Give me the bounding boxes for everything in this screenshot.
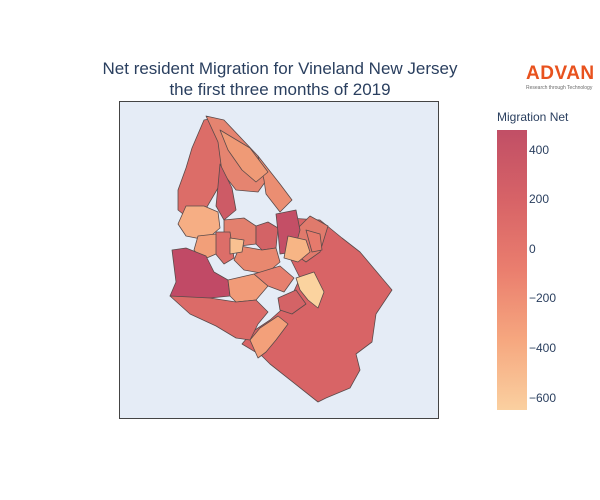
choropleth-map[interactable] (119, 101, 439, 419)
colorbar-tick-label: −400 (529, 341, 557, 356)
region-south-red[interactable] (277, 289, 307, 315)
region-southwest-large[interactable] (169, 295, 269, 341)
title-line-2: the first three months of 2019 (169, 80, 391, 99)
region-south-light[interactable] (295, 271, 325, 309)
region-south-center-2[interactable] (253, 265, 295, 293)
logo-word: ADVAN (526, 63, 595, 84)
logo-tagline: Research through Technology (526, 85, 593, 91)
colorbar-title: Migration Net (497, 110, 569, 124)
colorbar-tick-label: 200 (529, 192, 550, 207)
region-southwest-dark[interactable] (169, 247, 231, 301)
map-svg (169, 115, 393, 403)
colorbar-tick-label: 0 (529, 241, 536, 256)
colorbar-tick-label: −600 (529, 390, 557, 405)
advan-logo: ADVAN Research through Technology (526, 63, 595, 92)
region-center-light[interactable] (283, 235, 311, 263)
colorbar-tick-label: 400 (529, 142, 550, 157)
region-east-small[interactable] (305, 229, 323, 253)
map-title: Net resident Migration for Vineland New … (40, 58, 520, 100)
region-center-2[interactable] (255, 221, 279, 251)
colorbar-gradient (497, 130, 527, 410)
title-line-1: Net resident Migration for Vineland New … (102, 59, 458, 78)
region-south-bottom[interactable] (249, 315, 289, 359)
colorbar-tick-label: −200 (529, 291, 557, 306)
region-north-orange[interactable] (219, 129, 269, 183)
colorbar (497, 130, 527, 410)
region-center-6[interactable] (229, 237, 245, 255)
